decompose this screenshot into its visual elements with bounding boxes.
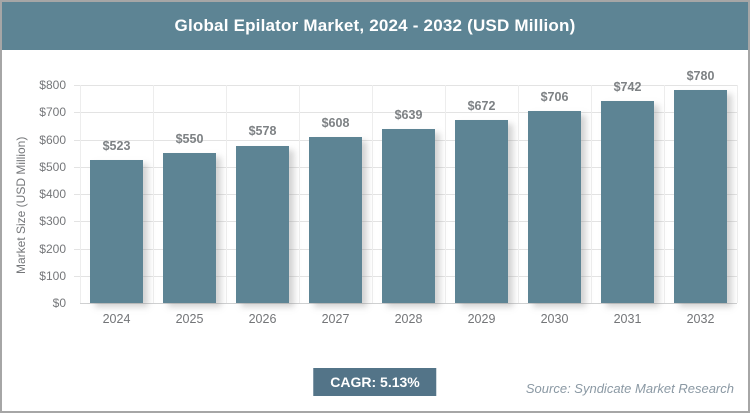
x-tick-label: 2025 — [175, 312, 204, 326]
x-tick-label: 2028 — [394, 312, 423, 326]
y-tick-label: $100 — [39, 268, 66, 283]
y-tick-label: $400 — [39, 187, 66, 201]
bar — [382, 128, 435, 303]
x-gridline — [153, 85, 154, 303]
bar — [674, 90, 727, 303]
x-gridline — [591, 85, 592, 303]
y-tick-label: $500 — [39, 159, 66, 174]
bar-value-label: $523 — [102, 139, 131, 154]
bar-value-label: $742 — [613, 79, 642, 94]
x-gridline — [737, 85, 738, 303]
y-tick-label: $700 — [39, 105, 66, 120]
x-gridline — [445, 85, 446, 303]
chart-header: Global Epilator Market, 2024 - 2032 (USD… — [2, 2, 748, 50]
x-tick-label: 2031 — [613, 312, 642, 326]
x-gridline — [372, 85, 373, 303]
x-gridline — [664, 85, 665, 303]
bar-value-label: $639 — [394, 107, 423, 122]
x-tick-label: 2032 — [686, 312, 715, 326]
bar — [528, 110, 581, 303]
x-tick-label: 2024 — [102, 312, 131, 326]
plot-area: $0 $100 $200 $300 $400 $500 $600 $700 $800 $523 20… — [39, 69, 738, 326]
bar — [455, 119, 508, 303]
y-tick-label: $300 — [39, 214, 66, 229]
bar — [236, 145, 289, 303]
x-gridline — [299, 85, 300, 303]
y-tick-label: $0 — [52, 296, 66, 310]
bar-value-label: $578 — [248, 124, 277, 139]
bar-value-label: $706 — [540, 89, 569, 104]
x-gridline — [518, 85, 519, 303]
bar-value-label: $672 — [467, 98, 496, 113]
bar-value-label: $550 — [175, 132, 204, 147]
x-gridline — [226, 85, 227, 303]
y-tick-label: $200 — [39, 241, 66, 256]
y-tick-label: $800 — [39, 78, 66, 92]
bar — [309, 137, 362, 303]
x-tick-label: 2027 — [321, 312, 350, 326]
y-gridline — [74, 112, 737, 114]
bar — [90, 160, 143, 303]
y-gridline — [74, 85, 737, 86]
x-tick-label: 2030 — [540, 312, 569, 326]
x-gridline — [80, 85, 81, 303]
cagr-badge: CAGR: 5.13% — [313, 368, 437, 396]
x-tick-label: 2026 — [248, 312, 277, 326]
x-tick-label: 2029 — [467, 312, 496, 326]
source-caption: Source: Syndicate Market Research — [525, 381, 734, 396]
bar — [163, 153, 216, 303]
bar — [601, 100, 654, 303]
y-tick-label: $600 — [39, 132, 66, 147]
chart-title: Global Epilator Market, 2024 - 2032 (USD… — [174, 16, 576, 35]
bar-value-label: $780 — [686, 69, 715, 84]
bar-value-label: $608 — [321, 116, 350, 131]
